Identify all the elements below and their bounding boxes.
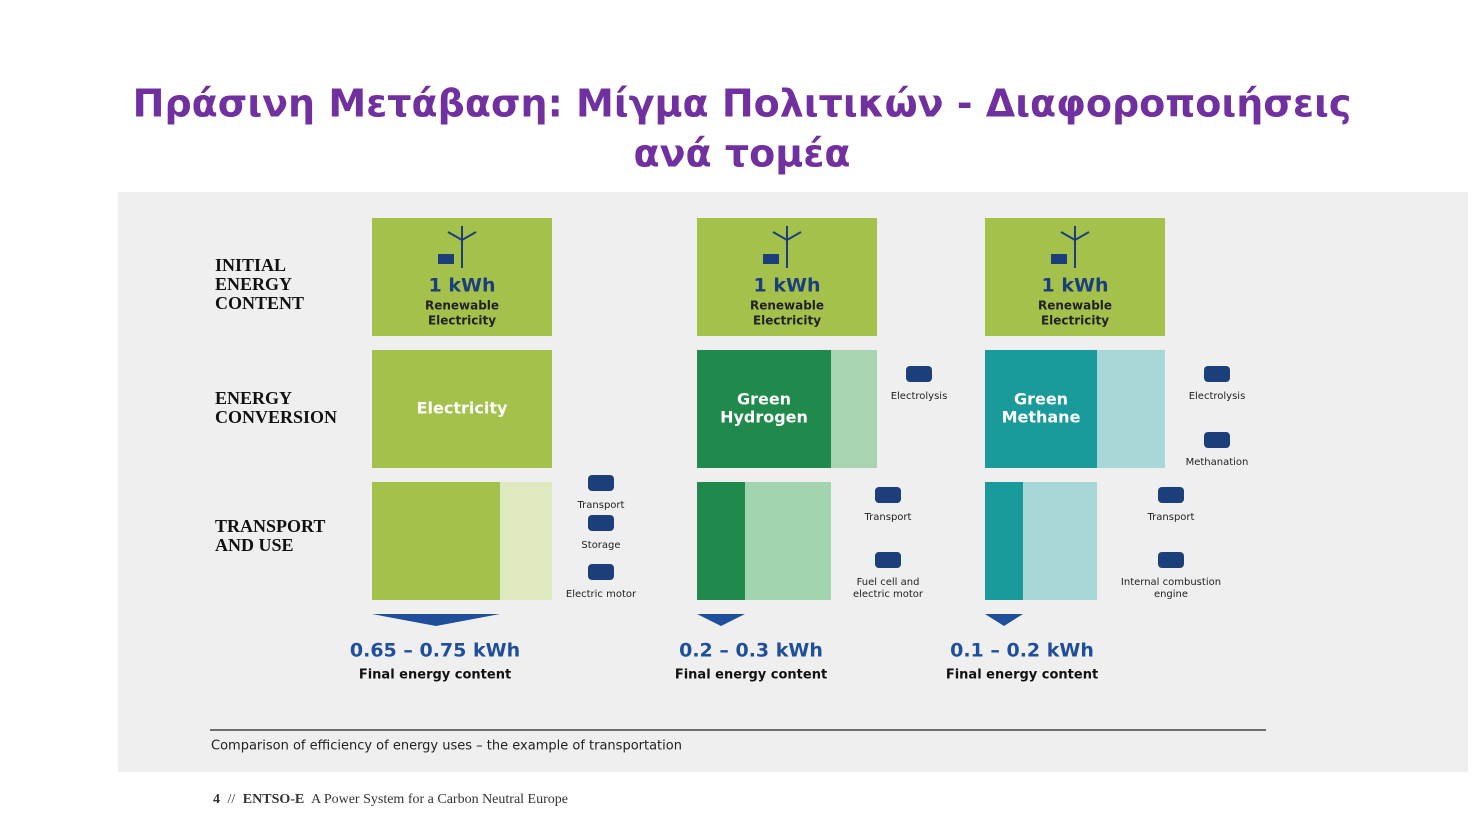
- turbine-icon: [447, 226, 477, 241]
- page-number: 4: [213, 792, 220, 807]
- solar-icon: [763, 254, 779, 264]
- icon: [588, 564, 614, 580]
- step-label: Transport: [864, 512, 912, 523]
- conversion-label: Electricity: [417, 399, 508, 418]
- row-label: ENERGY: [215, 388, 292, 408]
- step-label: Electric motor: [566, 589, 637, 600]
- step-label: Storage: [581, 540, 620, 551]
- row-label: ENERGY: [215, 274, 292, 294]
- amount: 1 kWh: [754, 275, 821, 297]
- icon: [1204, 432, 1230, 448]
- source-label: Electricity: [1041, 314, 1109, 328]
- use-box: [697, 482, 745, 600]
- step-label: electric motor: [853, 589, 924, 600]
- result-label: Final energy content: [359, 668, 511, 683]
- result-label: Final energy content: [946, 668, 1098, 683]
- conversion-label: Hydrogen: [720, 408, 808, 427]
- footer-text: A Power System for a Carbon Neutral Euro…: [311, 792, 568, 807]
- amount: 1 kWh: [429, 275, 496, 297]
- step-label: Electrolysis: [891, 391, 948, 402]
- solar-icon: [438, 254, 454, 264]
- source-label: Electricity: [428, 314, 496, 328]
- step-label: Fuel cell and: [857, 577, 920, 588]
- icon: [906, 366, 932, 382]
- conversion-label: Methane: [1002, 408, 1081, 427]
- conversion-box: [985, 350, 1097, 468]
- title: ανά τομέα: [634, 132, 851, 176]
- solar-icon: [1051, 254, 1067, 264]
- turbine-icon: [1060, 226, 1090, 241]
- icon: [875, 487, 901, 503]
- footer: 4 // ENTSO-E A Power System for a Carbon…: [213, 792, 568, 807]
- conversion-label: Green: [737, 390, 791, 409]
- result-value: 0.2 – 0.3 kWh: [679, 640, 823, 662]
- brand: ENTSO-E: [243, 792, 304, 807]
- result-value: 0.1 – 0.2 kWh: [950, 640, 1094, 662]
- arrow: [372, 614, 500, 626]
- title: Πράσινη Μετάβαση: Μίγμα Πολιτικών - Διαφ…: [133, 82, 1352, 126]
- use-box: [985, 482, 1023, 600]
- row-label: CONVERSION: [215, 407, 337, 427]
- row-label: AND USE: [215, 535, 294, 555]
- source-label: Renewable: [425, 299, 499, 313]
- icon: [1158, 487, 1184, 503]
- icon: [1158, 552, 1184, 568]
- icon: [875, 552, 901, 568]
- amount: 1 kWh: [1042, 275, 1109, 297]
- step-label: engine: [1154, 589, 1188, 600]
- step-label: Internal combustion: [1121, 577, 1221, 588]
- result-value: 0.65 – 0.75 kWh: [350, 640, 520, 662]
- use-box: [372, 482, 500, 600]
- source-label: Electricity: [753, 314, 821, 328]
- source-label: Renewable: [1038, 299, 1112, 313]
- arrow: [985, 614, 1023, 626]
- turbine-icon: [772, 226, 802, 241]
- conversion-label: Green: [1014, 390, 1068, 409]
- conversion-box: [372, 350, 552, 468]
- row-label: INITIAL: [215, 255, 286, 275]
- icon: [588, 515, 614, 531]
- row-label: TRANSPORT: [215, 516, 325, 536]
- arrow: [697, 614, 745, 626]
- step-label: Methanation: [1186, 457, 1249, 468]
- step-label: Electrolysis: [1189, 391, 1246, 402]
- step-label: Transport: [577, 500, 625, 511]
- separator: //: [228, 792, 236, 807]
- row-label: CONTENT: [215, 293, 304, 313]
- result-label: Final energy content: [675, 668, 827, 683]
- icon: [588, 475, 614, 491]
- source-label: Renewable: [750, 299, 824, 313]
- caption: Comparison of efficiency of energy uses …: [211, 739, 682, 754]
- step-label: Transport: [1147, 512, 1195, 523]
- conversion-box: [697, 350, 831, 468]
- icon: [1204, 366, 1230, 382]
